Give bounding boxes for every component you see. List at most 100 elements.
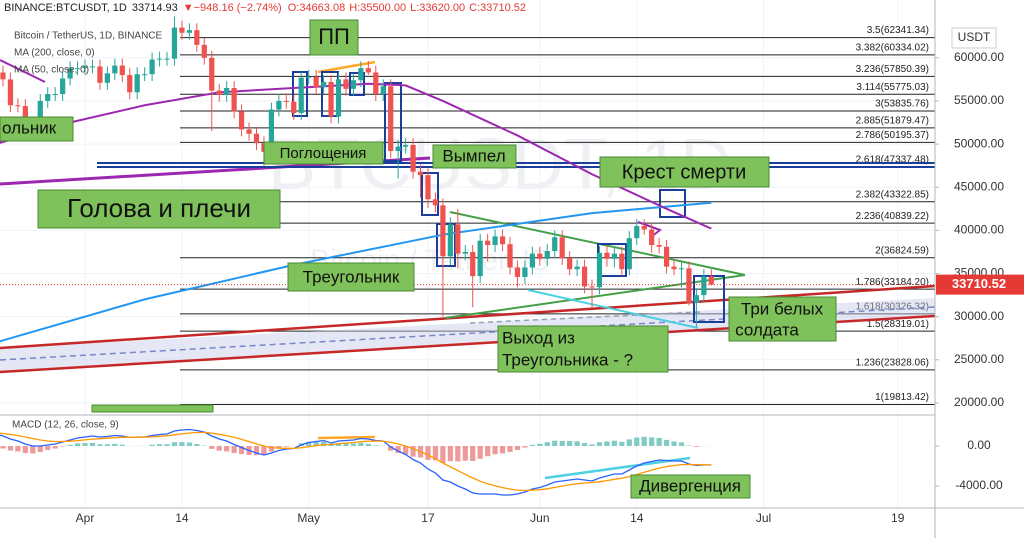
- candle-body: [321, 82, 326, 87]
- candle-body: [463, 252, 468, 254]
- macd-signal-line: [0, 432, 711, 490]
- macd-histogram-bar: [8, 446, 13, 451]
- macd-histogram-bar: [209, 446, 214, 449]
- fib-label: 3.114(55775.03): [856, 82, 929, 93]
- y-tick-label: 55000.00: [954, 93, 1004, 107]
- candle-body: [574, 267, 579, 270]
- annotation: Выход из: [502, 328, 575, 347]
- candle-body: [343, 79, 348, 88]
- candle-body: [120, 66, 125, 75]
- macd-histogram-bar: [463, 446, 468, 461]
- macd-histogram-bar: [45, 446, 50, 450]
- macd-histogram-bar: [120, 445, 125, 446]
- fib-label: 3.5(62341.34): [867, 25, 929, 36]
- candle-body: [709, 276, 714, 284]
- y-tick-label: 45000.00: [954, 179, 1004, 193]
- candle-body: [246, 129, 251, 133]
- candle-body: [634, 226, 639, 238]
- candle-body: [157, 59, 162, 60]
- macd-histogram-bar: [694, 446, 699, 447]
- annotation: ПП: [318, 24, 350, 49]
- macd-histogram-bar: [679, 442, 684, 446]
- macd-histogram-bar: [187, 443, 192, 447]
- candle-body: [642, 226, 647, 229]
- macd-histogram-bar: [567, 441, 572, 446]
- macd-histogram-bar: [261, 446, 266, 455]
- candle-body: [679, 268, 684, 269]
- candle-body: [433, 199, 438, 205]
- macd-histogram-bar: [358, 443, 363, 446]
- candle-body: [664, 247, 669, 267]
- legend-entry: MA (200, close, 0): [14, 48, 95, 59]
- candle-body: [336, 79, 341, 116]
- candle-body: [448, 224, 453, 256]
- candle-body: [0, 72, 5, 79]
- fib-label: 2.885(51879.47): [856, 116, 929, 127]
- time-axis-bg: [0, 508, 1024, 538]
- macd-histogram-bar: [657, 438, 662, 446]
- macd-histogram-bar: [60, 446, 65, 447]
- candle-body: [552, 237, 557, 251]
- x-tick-label: May: [297, 511, 320, 525]
- macd-histogram-bar: [642, 437, 647, 446]
- candle-body: [179, 28, 184, 33]
- macd-macd-line: [0, 430, 711, 496]
- candle-body: [373, 72, 378, 94]
- annotation: Вымпел: [442, 146, 505, 165]
- fib-label: 1.236(23828.06): [856, 358, 929, 369]
- divergence-line: [318, 437, 375, 438]
- macd-histogram-bar: [582, 443, 587, 446]
- macd-histogram-bar: [232, 446, 237, 453]
- candle-body: [276, 101, 281, 110]
- candle-body: [649, 230, 654, 246]
- candle-body: [8, 79, 13, 105]
- x-tick-label: Jun: [530, 511, 549, 525]
- candle-body: [537, 254, 542, 259]
- candle-body: [686, 268, 691, 303]
- last-price-label: 33710.52: [952, 276, 1006, 291]
- candle-body: [671, 267, 676, 270]
- y-tick-label: 25000.00: [954, 352, 1004, 366]
- candle-body: [366, 68, 371, 72]
- candle-body: [187, 30, 192, 33]
- candle-body: [545, 251, 550, 259]
- candle-body: [619, 254, 624, 270]
- macd-histogram-bar: [530, 445, 535, 446]
- macd-histogram-bar: [664, 440, 669, 446]
- candle-body: [604, 253, 609, 259]
- candle-body: [172, 28, 177, 59]
- y-tick-label: 50000.00: [954, 136, 1004, 150]
- x-tick-label: 19: [891, 511, 905, 525]
- candle-body: [418, 172, 423, 175]
- candle-body: [440, 205, 445, 256]
- y-tick-label: 0.00: [967, 438, 991, 452]
- annotation-box: [92, 405, 213, 412]
- annotation: Голова и плечи: [67, 193, 251, 223]
- annotation: Поглощения: [280, 145, 367, 162]
- macd-histogram-bar: [112, 444, 117, 446]
- macd-histogram-bar: [194, 444, 199, 446]
- macd-histogram-bar: [455, 446, 460, 461]
- candle-body: [500, 236, 505, 244]
- candle-body: [299, 78, 304, 113]
- candle-body: [358, 68, 363, 80]
- macd-histogram-bar: [30, 446, 35, 454]
- fib-label: 2(36824.59): [875, 245, 929, 256]
- last-price: 33714.93: [132, 2, 178, 14]
- macd-histogram-bar: [0, 446, 5, 449]
- macd-histogram-bar: [15, 446, 20, 452]
- macd-histogram-bar: [373, 445, 378, 446]
- macd-histogram-bar: [507, 446, 512, 452]
- macd-histogram-bar: [634, 438, 639, 447]
- macd-histogram-bar: [649, 437, 654, 446]
- fib-label: 2.382(43322.85): [856, 189, 929, 200]
- candle-body: [284, 101, 289, 102]
- candle-body: [381, 86, 386, 94]
- macd-histogram-bar: [75, 443, 80, 446]
- macd-histogram-bar: [105, 444, 110, 446]
- candle-body: [97, 66, 102, 82]
- macd-histogram-bar: [217, 446, 222, 451]
- y-tick-label: -4000.00: [955, 478, 1003, 492]
- macd-histogram-bar: [485, 446, 490, 456]
